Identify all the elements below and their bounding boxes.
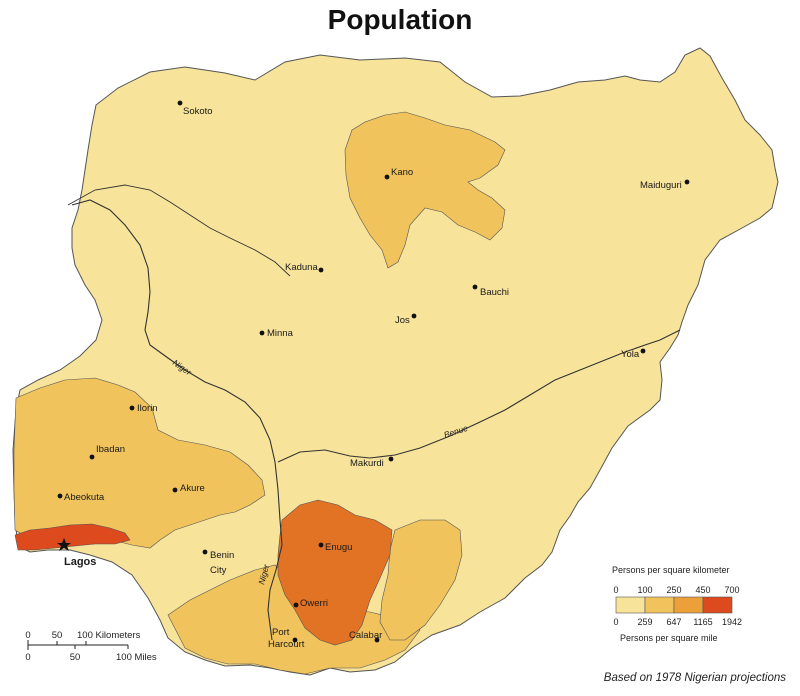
city-label-city: City <box>210 565 227 576</box>
sokoto-river <box>67 184 291 277</box>
scale-km-100: 100 Kilometers <box>77 630 141 641</box>
legend-top-tick-2: 250 <box>666 585 681 595</box>
lagos-capital-star <box>57 538 71 551</box>
city-dot-jos <box>411 313 417 319</box>
city-dot-akure <box>172 487 178 493</box>
legend-swatch-3 <box>673 596 704 614</box>
city-label-lagos: Lagos <box>64 556 96 568</box>
city-dot-sokoto <box>177 100 183 106</box>
legend-bottom-tick-2: 647 <box>666 617 681 627</box>
scale-km-0: 0 <box>25 630 30 641</box>
city-dot-abeokuta <box>57 493 63 499</box>
city-label-calabar: Calabar <box>349 630 382 641</box>
city-label-enugu: Enugu <box>325 542 352 553</box>
legend-swatch-1 <box>615 596 646 614</box>
city-dot-enugu <box>318 542 324 548</box>
city-label-ilorin: Ilorin <box>137 403 158 414</box>
map-title: Population <box>327 4 473 35</box>
city-label-benin: Benin <box>210 550 234 561</box>
benue-river <box>277 329 681 463</box>
city-dot-minna <box>259 330 265 336</box>
city-label-owerri: Owerri <box>300 598 328 609</box>
southeast-region <box>277 499 393 646</box>
city-dot-makurdi <box>388 456 394 462</box>
niger-river <box>71 199 283 641</box>
legend-swatch-2 <box>644 596 675 614</box>
city-label-abeokuta: Abeokuta <box>64 492 105 503</box>
legend: Persons per square kilometer 0 100 250 4… <box>612 565 742 643</box>
legend-top-tick-4: 700 <box>724 585 739 595</box>
calabar-region <box>379 519 463 641</box>
scale-mi-0: 0 <box>25 652 30 663</box>
city-label-yola: Yola <box>621 349 640 360</box>
city-dot-calabar <box>374 637 380 643</box>
city-dot-maiduguri <box>684 179 690 185</box>
legend-top-tick-3: 450 <box>695 585 710 595</box>
kano-region <box>344 111 506 269</box>
lagos-region <box>14 523 131 551</box>
legend-bottom-tick-1: 259 <box>637 617 652 627</box>
city-label-bauchi: Bauchi <box>480 287 509 298</box>
city-dot-yola <box>640 348 646 354</box>
city-dot-kano <box>384 174 390 180</box>
source-note: Based on 1978 Nigerian projections <box>603 672 786 684</box>
legend-top-tick-0: 0 <box>613 585 618 595</box>
city-label-jos: Jos <box>395 315 410 326</box>
city-label-kaduna: Kaduna <box>285 262 318 273</box>
legend-top-tick-1: 100 <box>637 585 652 595</box>
city-dot-benin <box>202 549 208 555</box>
city-dot-ilorin <box>129 405 135 411</box>
city-label-ibadan: Ibadan <box>96 444 125 455</box>
scale-km-50: 50 <box>52 630 63 641</box>
legend-bottom-tick-3: 1165 <box>693 617 712 627</box>
city-label-harcourt: Harcourt <box>268 639 305 650</box>
legend-title-top: Persons per square kilometer <box>612 565 730 575</box>
city-label-minna: Minna <box>267 328 294 339</box>
city-dot-bauchi <box>472 284 478 290</box>
city-markers <box>57 100 690 643</box>
city-label-makurdi: Makurdi <box>350 458 384 469</box>
city-label-sokoto: Sokoto <box>183 106 213 117</box>
city-dot-port-harcourt <box>292 637 298 643</box>
scale-mi-100: 100 Miles <box>116 652 157 663</box>
scale-bar: 0 50 100 Kilometers 0 50 100 Miles <box>25 630 157 663</box>
city-label-kano: Kano <box>391 167 413 178</box>
legend-title-bottom: Persons per square mile <box>620 633 718 643</box>
legend-swatch-4 <box>702 596 733 614</box>
city-label-port: Port <box>272 627 290 638</box>
city-label-akure: Akure <box>180 483 205 494</box>
city-label-maiduguri: Maiduguri <box>640 180 682 191</box>
city-dot-kaduna <box>318 267 324 273</box>
city-dot-owerri <box>293 602 299 608</box>
legend-bottom-tick-4: 1942 <box>722 617 742 627</box>
legend-bottom-tick-0: 0 <box>613 617 618 627</box>
city-dot-ibadan <box>89 454 95 460</box>
scale-mi-50: 50 <box>70 652 81 663</box>
